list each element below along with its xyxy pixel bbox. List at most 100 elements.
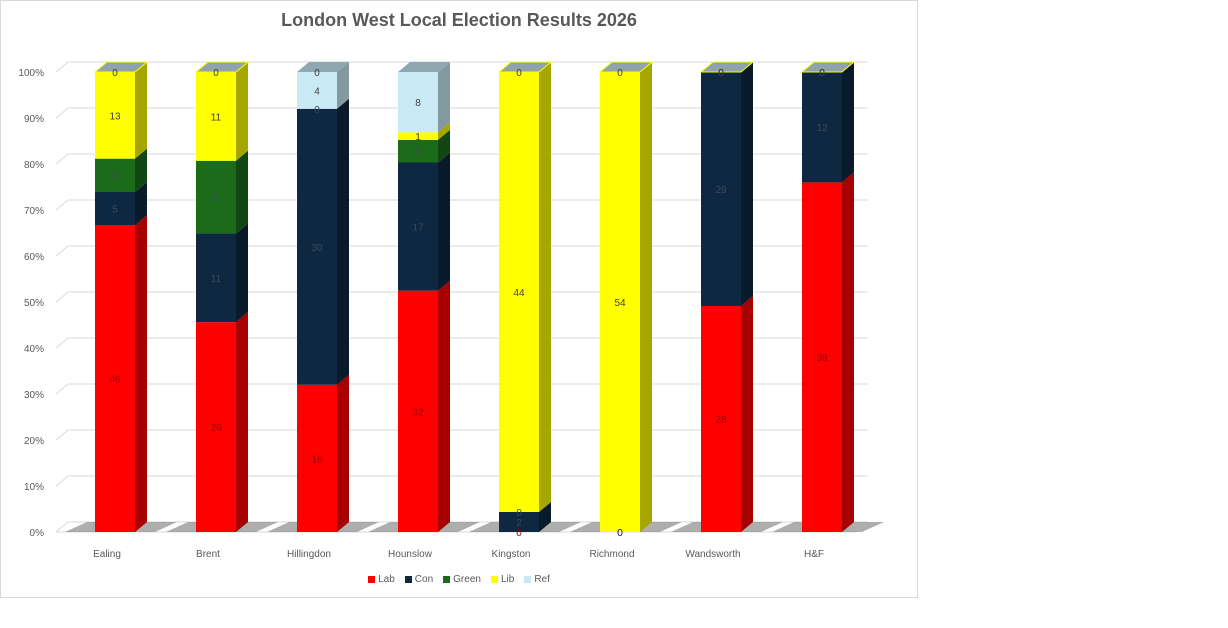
bar-top [699,61,755,73]
data-label-lib: 54 [614,298,626,309]
bar-con [398,162,438,291]
x-tick-label: Wandsworth [685,549,740,560]
data-label-con: 29 [715,185,727,196]
legend-item-lib: Lib [490,574,515,585]
data-label-ref: 0 [112,68,118,79]
bar-lib [499,72,539,512]
data-label-lab: 0 [617,528,623,539]
bar-lib [398,132,438,140]
x-tick-label: Kingston [492,549,531,560]
y-tick-label: 10% [24,482,44,493]
data-label-ref: 8 [415,98,421,109]
gridline-depth [55,61,69,73]
data-label-green: 5 [112,171,118,182]
legend-swatch [490,576,498,583]
bar-lab [95,225,135,533]
bar-green [95,158,135,192]
bar-side-lab [236,312,248,532]
data-label-ref: 0 [819,68,825,79]
y-tick-label: 90% [24,114,44,125]
x-tick-label: Brent [196,549,220,560]
data-label-lab: 16 [311,454,323,465]
chart-frame [0,0,918,598]
bar-side-lib [236,62,248,161]
data-label-green: 0 [314,105,320,116]
data-label-ref: 4 [314,86,320,97]
data-label-lab: 38 [816,353,828,364]
bar-side-ref [337,62,349,109]
data-label-con: 11 [211,274,222,285]
y-tick-label: 70% [24,206,44,217]
gridline-depth [55,199,69,211]
x-tick-label: Hounslow [388,549,433,560]
y-tick-label: 0% [30,528,45,539]
data-label-green: 0 [516,508,522,519]
y-tick-label: 80% [24,160,44,171]
data-label-lab: 26 [210,423,222,434]
gridline-depth [55,291,69,303]
data-label-lib: 44 [513,288,525,299]
data-label-con: 0 [617,528,623,539]
bar-lib [95,72,135,159]
bar-lab [297,384,337,532]
data-label-lib: 0 [819,68,825,79]
legend-item-lab: Lab [368,574,395,585]
data-label-lib: 13 [109,111,121,122]
data-label-con: 12 [816,123,828,134]
data-label-lib: 0 [314,68,320,79]
y-tick-label: 30% [24,390,44,401]
y-tick-label: 60% [24,252,44,263]
bar-side-ref [438,62,450,133]
bar-lab [196,322,236,532]
bar-side-lab [438,280,450,532]
bar-top [800,61,856,73]
chart-plot: 0%10%20%30%40%50%60%70%80%90%100%4655130… [18,61,884,560]
gridline-depth [55,337,69,349]
bar-side-con [135,182,147,226]
data-label-green: 0 [718,68,724,79]
legend-swatch [443,576,451,583]
bar-con [802,72,842,183]
data-label-ref: 0 [718,68,724,79]
bar-lab [398,290,438,532]
data-label-green: 0 [617,528,623,539]
gridline-depth [55,521,69,533]
legend-swatch [524,576,532,583]
data-label-green: 3 [415,147,421,158]
legend-item-ref: Ref [524,574,550,585]
bar-top [598,61,654,73]
legend-swatch [404,576,412,583]
data-label-lib: 0 [718,68,724,79]
data-label-lib: 1 [415,132,421,143]
bar-con [95,192,135,226]
bar-side-green [236,150,248,234]
data-label-lab: 0 [516,528,522,539]
data-label-lib: 11 [211,112,222,123]
legend-label: Lib [500,574,515,585]
y-tick-label: 40% [24,344,44,355]
data-label-ref: 0 [516,68,522,79]
bar-side-con [236,223,248,323]
bar-con [196,233,236,323]
gridline-depth [55,429,69,441]
data-label-green: 0 [819,68,825,79]
data-label-lab: 46 [109,375,121,386]
gridline-depth [55,245,69,257]
y-tick-label: 100% [18,68,44,79]
bar-green [196,160,236,234]
legend-item-green: Green [443,574,481,585]
bar-side-con [842,62,854,183]
bar-ref [297,72,337,109]
bar-lab [701,306,741,532]
legend-swatch [368,576,376,583]
bar-top [398,62,450,72]
bar-side-con [337,98,349,385]
bar-top [297,62,349,72]
legend-label: Con [414,574,434,585]
y-tick-label: 50% [24,298,44,309]
x-tick-label: Richmond [589,549,634,560]
data-label-lab: 28 [715,415,727,426]
chart-title: London West Local Election Results 2026 [281,10,637,30]
bar-con [701,72,741,307]
bar-lib [196,72,236,161]
